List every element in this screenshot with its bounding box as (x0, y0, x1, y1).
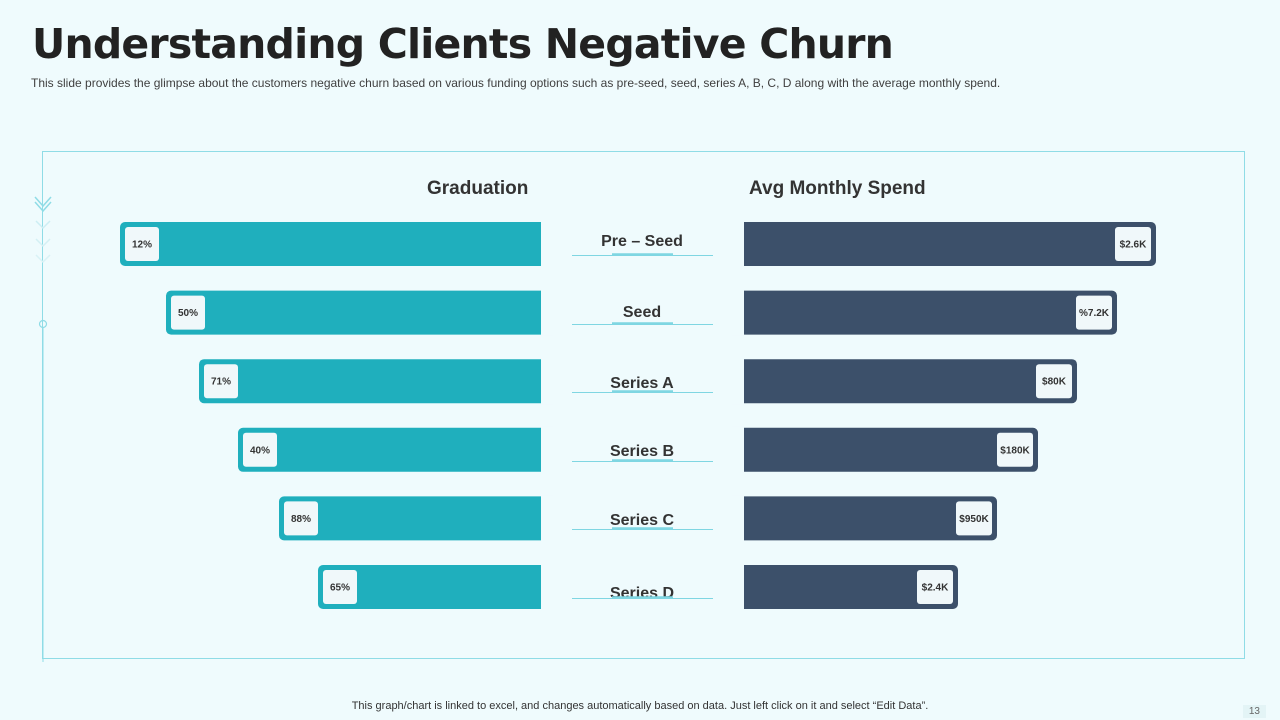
graduation-bar-edge (541, 358, 553, 405)
graduation-bar-edge (541, 221, 553, 267)
graduation-bar-edge (541, 495, 553, 542)
page-number: 13 (1242, 705, 1266, 718)
graduation-header: Graduation (427, 178, 529, 199)
page-subtitle: This slide provides the glimpse about th… (31, 76, 1001, 90)
graduation-data-label: 71% (211, 377, 231, 388)
graduation-bar (120, 222, 547, 266)
graduation-bar (166, 290, 547, 335)
graduation-data-label: 40% (250, 445, 270, 456)
spend-bar (738, 496, 997, 541)
page-title: Understanding Clients Negative Churn (32, 20, 894, 68)
graduation-label-box (204, 364, 238, 399)
spend-data-label: $950K (959, 514, 989, 525)
graduation-label-box (171, 295, 205, 330)
stage-label: Series C (610, 512, 674, 529)
spend-bar (738, 427, 1038, 472)
stage-label: Series A (610, 375, 674, 392)
footer-note: This graph/chart is linked to excel, and… (351, 700, 929, 712)
graduation-data-label: 88% (291, 514, 311, 525)
spend-label-box (917, 570, 953, 604)
graduation-label-box (243, 432, 277, 467)
spend-bar-edge (732, 358, 744, 405)
spend-label-box (956, 501, 992, 536)
graduation-bar-edge (541, 289, 553, 336)
spend-data-label: $2.4K (922, 583, 949, 594)
spend-data-label: $80K (1042, 377, 1067, 388)
spend-bar (738, 290, 1117, 335)
graduation-bar (318, 565, 547, 609)
spend-data-label: %7.2K (1079, 308, 1110, 319)
stage-label: Series B (610, 443, 674, 460)
spend-bar (738, 359, 1077, 404)
spend-bar (738, 222, 1156, 266)
spend-label-box (997, 432, 1033, 467)
spend-label-box (1115, 227, 1151, 261)
spend-data-label: $180K (1000, 445, 1030, 456)
stage-label: Pre – Seed (601, 233, 683, 250)
stage-label: Seed (623, 304, 661, 321)
graduation-bar (279, 496, 547, 541)
graduation-label-box (323, 570, 357, 604)
spend-label-box (1076, 295, 1112, 330)
spend-bar-edge (732, 221, 744, 267)
spend-bar-edge (732, 426, 744, 473)
avg-monthly-spend-header: Avg Monthly Spend (749, 178, 926, 199)
graduation-bar-edge (541, 426, 553, 473)
stage-label: Series D (610, 585, 674, 602)
graduation-bar-edge (541, 564, 553, 610)
spend-bar-edge (732, 289, 744, 336)
spend-bar-edge (732, 495, 744, 542)
spend-bar (738, 565, 958, 609)
graduation-label-box (125, 227, 159, 261)
spend-data-label: $2.6K (1120, 240, 1147, 251)
spend-bar-edge (732, 564, 744, 610)
graduation-bar (238, 427, 547, 472)
graduation-data-label: 50% (178, 308, 198, 319)
decorative-arrows-icon (34, 196, 52, 662)
graduation-data-label: 12% (132, 240, 152, 251)
graduation-data-label: 65% (330, 583, 350, 594)
spend-label-box (1036, 364, 1072, 399)
graduation-label-box (284, 501, 318, 536)
graduation-bar (199, 359, 547, 404)
